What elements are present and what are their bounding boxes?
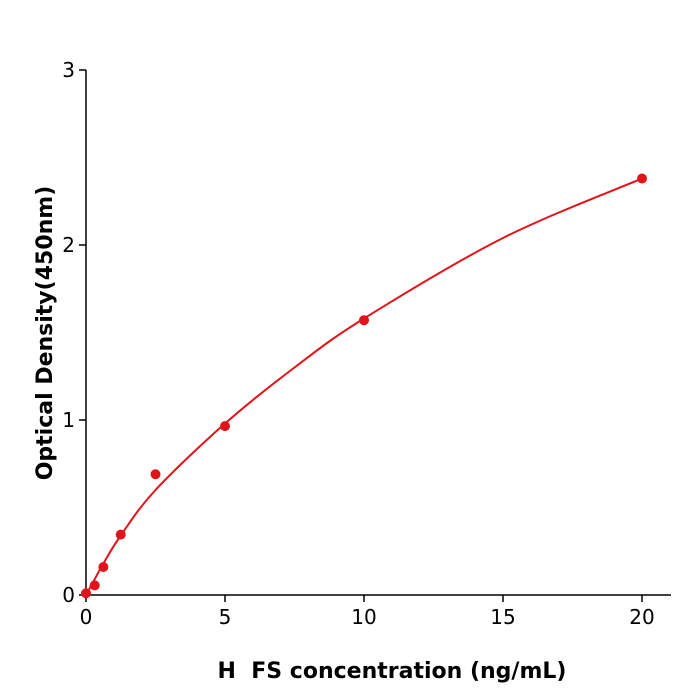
data-point [98, 562, 109, 572]
data-point [637, 173, 647, 184]
fit-curve [85, 177, 643, 596]
x-axis-label: H FS concentration (ng/mL) [218, 659, 567, 684]
data-point [115, 529, 126, 540]
data-point [81, 588, 91, 599]
data-point [150, 469, 161, 480]
x-tick-label: 20 [629, 605, 654, 629]
x-tick-label: 0 [80, 605, 93, 629]
data-point [89, 580, 100, 591]
y-tick-label: 1 [62, 408, 75, 432]
x-tick-label: 10 [351, 605, 376, 629]
x-tick-label: 15 [490, 605, 515, 629]
y-axis-label: Optical Density(450nm) [33, 186, 58, 481]
y-tick-label: 3 [62, 58, 75, 82]
y-tick-label: 2 [62, 233, 75, 257]
y-tick-label: 0 [62, 583, 75, 607]
data-point [359, 315, 369, 326]
x-tick-label: 5 [219, 605, 232, 629]
data-point [220, 421, 230, 432]
